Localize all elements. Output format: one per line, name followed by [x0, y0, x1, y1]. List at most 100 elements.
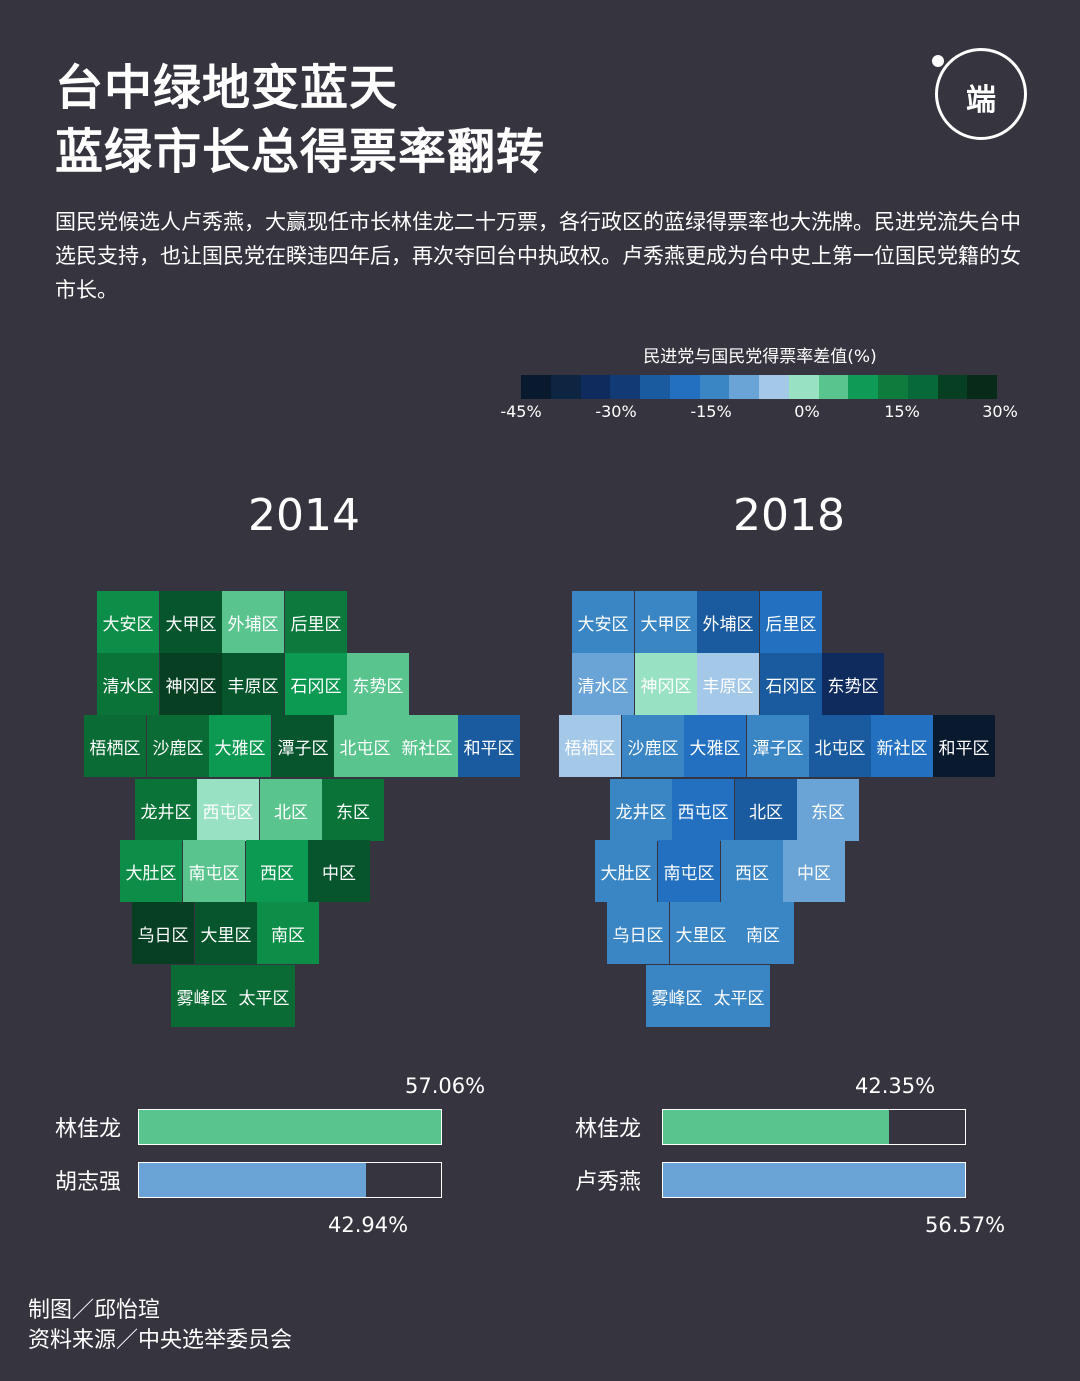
- district-cell: 西屯区: [672, 779, 734, 841]
- district-cell: 西屯区: [197, 779, 259, 841]
- district-cell: 乌日区: [132, 902, 194, 964]
- district-cell: 东势区: [822, 653, 884, 715]
- legend-title: 民进党与国民党得票率差值(%): [643, 347, 877, 367]
- candidate-name: 胡志强: [55, 1170, 122, 1195]
- legend-swatch: [967, 375, 997, 399]
- district-cell: 北区: [735, 779, 797, 841]
- district-cell: 中区: [783, 840, 845, 902]
- candidate-name: 林佳龙: [55, 1117, 122, 1142]
- legend-tick-label: 30%: [982, 402, 1018, 421]
- district-cell: 东区: [797, 779, 859, 841]
- legend-swatch: [729, 375, 759, 399]
- district-cell: 新社区: [871, 715, 933, 777]
- legend-swatch: [878, 375, 908, 399]
- legend-swatch: [818, 375, 849, 399]
- district-cell: 西区: [246, 840, 308, 902]
- legend-tick-label: -15%: [690, 402, 732, 421]
- legend-tick-label: -30%: [595, 402, 637, 421]
- legend-swatch: [788, 375, 819, 399]
- candidate-name: 卢秀燕: [575, 1170, 642, 1195]
- logo-text: 端: [966, 83, 996, 118]
- district-cell: 东势区: [347, 653, 409, 715]
- description: 国民党候选人卢秀燕，大赢现任市长林佳龙二十万票，各行政区的蓝绿得票率也大洗牌。民…: [55, 210, 1021, 302]
- legend-color-scale: [521, 375, 997, 399]
- legend-swatch: [669, 375, 700, 399]
- district-cell: 梧栖区: [559, 715, 621, 777]
- district-cell: 清水区: [97, 653, 159, 715]
- district-cell: 丰原区: [222, 653, 284, 715]
- district-cell: 梧栖区: [84, 715, 146, 777]
- district-cell: 潭子区: [272, 715, 334, 777]
- page-title: 台中绿地变蓝天 蓝绿市长总得票率翻转: [55, 56, 545, 184]
- brand-logo: 端: [932, 48, 1027, 140]
- district-cell: 龙井区: [135, 779, 197, 841]
- legend-swatch: [640, 375, 670, 399]
- year-2014-label: 2014: [248, 490, 360, 541]
- district-cell: 和平区: [933, 715, 995, 777]
- district-cell: 南区: [257, 902, 319, 964]
- district-cell: 大肚区: [120, 840, 182, 902]
- district-cell: 龙井区: [610, 779, 672, 841]
- legend-swatch: [610, 375, 640, 399]
- district-cell: 石冈区: [760, 653, 822, 715]
- district-cell: 太平区: [708, 965, 770, 1027]
- district-cell: 雾峰区: [646, 965, 708, 1027]
- district-cell: 大安区: [97, 591, 159, 653]
- district-cell: 和平区: [458, 715, 520, 777]
- legend-tick-label: -45%: [500, 402, 542, 421]
- district-cell: 外埔区: [697, 591, 759, 653]
- vote-share-fill: [663, 1110, 890, 1144]
- legend-swatch: [848, 375, 878, 399]
- district-cell: 大雅区: [209, 715, 271, 777]
- vote-share-bar: [662, 1162, 966, 1198]
- title-line-1: 台中绿地变蓝天: [55, 60, 399, 116]
- vote-share-bar: [138, 1109, 442, 1145]
- credit-author: 制图／邱怡瑄: [28, 1298, 161, 1323]
- legend-swatch: [937, 375, 968, 399]
- vote-share-fill: [663, 1163, 965, 1197]
- district-cell: 潭子区: [747, 715, 809, 777]
- district-cell: 雾峰区: [171, 965, 233, 1027]
- district-cell: 中区: [308, 840, 370, 902]
- district-cell: 太平区: [233, 965, 295, 1027]
- district-cell: 南屯区: [658, 840, 720, 902]
- district-cell: 石冈区: [285, 653, 347, 715]
- district-cell: 大里区: [670, 902, 732, 964]
- vote-share-bar: [138, 1162, 442, 1198]
- district-cell: 东区: [322, 779, 384, 841]
- legend-swatch: [759, 375, 789, 399]
- title-line-2: 蓝绿市长总得票率翻转: [55, 124, 546, 180]
- district-cell: 南区: [732, 902, 794, 964]
- district-cell: 神冈区: [160, 653, 222, 715]
- vote-share-label: 42.94%: [328, 1213, 409, 1237]
- district-cell: 北屯区: [334, 715, 396, 777]
- district-cell: 后里区: [285, 591, 347, 653]
- district-cell: 大甲区: [160, 591, 222, 653]
- vote-share-label: 42.35%: [855, 1074, 936, 1098]
- district-cell: 大里区: [195, 902, 257, 964]
- district-cell: 大肚区: [595, 840, 657, 902]
- vote-share-fill: [139, 1110, 441, 1144]
- district-cell: 沙鹿区: [147, 715, 209, 777]
- district-cell: 北屯区: [809, 715, 871, 777]
- vote-share-label: 57.06%: [405, 1074, 486, 1098]
- legend-swatch: [521, 375, 551, 399]
- district-cell: 大甲区: [635, 591, 697, 653]
- district-cell: 北区: [260, 779, 322, 841]
- legend-swatch: [580, 375, 611, 399]
- credit-source: 资料来源／中央选举委员会: [28, 1328, 293, 1353]
- district-cell: 新社区: [396, 715, 458, 777]
- legend-tick-label: 15%: [884, 402, 920, 421]
- district-cell: 外埔区: [222, 591, 284, 653]
- legend-swatch: [699, 375, 730, 399]
- district-cell: 南屯区: [183, 840, 245, 902]
- district-cell: 沙鹿区: [622, 715, 684, 777]
- district-cell: 西区: [721, 840, 783, 902]
- legend-swatch: [907, 375, 938, 399]
- district-cell: 后里区: [760, 591, 822, 653]
- candidate-name: 林佳龙: [575, 1117, 642, 1142]
- district-cell: 大雅区: [684, 715, 746, 777]
- legend-tick-label: 0%: [794, 402, 820, 421]
- district-cell: 丰原区: [697, 653, 759, 715]
- vote-share-label: 56.57%: [925, 1213, 1006, 1237]
